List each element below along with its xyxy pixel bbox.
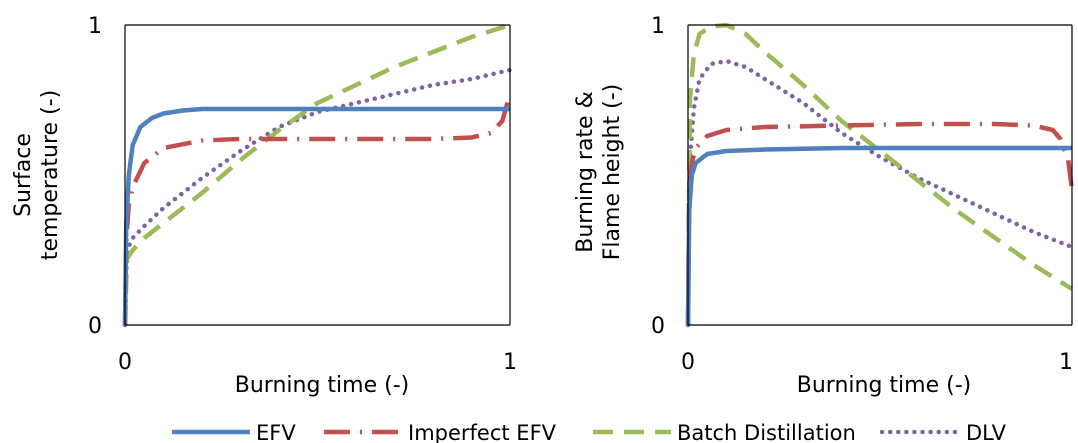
legend-label-dlv: DLV xyxy=(966,421,1007,443)
series-line-batch-distillation xyxy=(122,22,511,326)
y-tick-label-bottom: 0 xyxy=(88,314,102,339)
y-axis-title-line-2: Flame height (-) xyxy=(600,84,625,260)
legend-item-efv: EFV xyxy=(172,421,296,443)
y-tick-label-bottom: 0 xyxy=(651,314,665,339)
x-tick-label-start: 0 xyxy=(681,350,695,375)
series-line-efv xyxy=(685,145,1072,326)
legend-item-imperfect-efv: Imperfect EFV xyxy=(324,421,557,443)
y-tick-label-top: 1 xyxy=(88,14,102,39)
series-line-efv xyxy=(122,106,510,326)
series-line-imperfect-efv xyxy=(685,121,1075,326)
x-tick-label-end: 1 xyxy=(1059,350,1073,375)
series-layer xyxy=(122,22,513,328)
x-tick-label-start: 0 xyxy=(118,350,132,375)
legend: EFV Imperfect EFV Batch Distillation DLV xyxy=(172,421,1007,443)
x-tick-label-end: 1 xyxy=(503,350,517,375)
legend-item-batch-distillation: Batch Distillation xyxy=(593,421,856,443)
y-axis-title: Burning rate & Flame height (-) xyxy=(573,84,625,260)
y-axis-title-line-1: Burning rate & xyxy=(573,91,598,253)
y-axis-title-line-1: Surface xyxy=(11,133,36,217)
series-layer xyxy=(685,22,1075,328)
legend-label-batch-distillation: Batch Distillation xyxy=(677,421,856,443)
y-axis-title: Surface temperature (-) xyxy=(11,90,63,260)
chart-surface-temperature: 1 0 0 1 Burning time (-) Surface tempera… xyxy=(11,14,517,398)
series-line-batch-distillation xyxy=(685,22,1074,326)
legend-label-efv: EFV xyxy=(256,421,296,443)
series-line-dlv xyxy=(122,67,513,328)
x-axis-title: Burning time (-) xyxy=(235,373,409,398)
x-axis-title: Burning time (-) xyxy=(797,373,971,398)
legend-label-imperfect-efv: Imperfect EFV xyxy=(408,421,557,443)
y-axis-title-line-2: temperature (-) xyxy=(38,90,63,260)
series-line-dlv xyxy=(685,58,1075,328)
y-tick-label-top: 1 xyxy=(651,14,665,39)
chart-burning-rate: 1 0 0 1 Burning time (-) Burning rate & … xyxy=(573,14,1075,398)
legend-item-dlv: DLV xyxy=(879,421,1007,443)
